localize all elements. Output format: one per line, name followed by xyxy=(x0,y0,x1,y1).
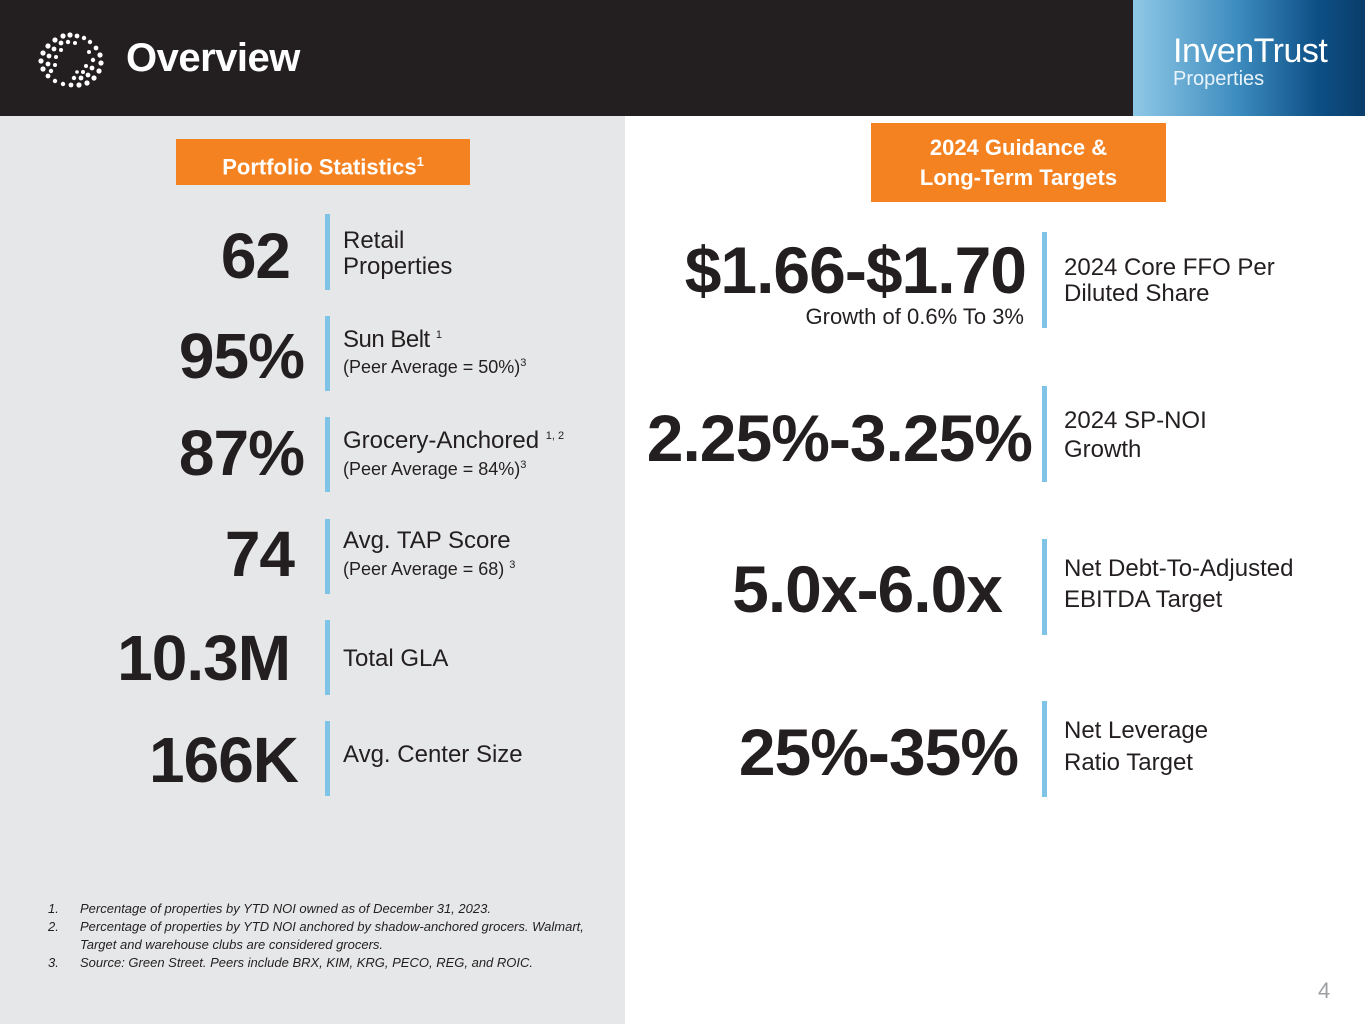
guidance-label: Net Debt-To-Adjusted xyxy=(1064,555,1294,582)
guidance-value: 25%-35% xyxy=(738,715,1019,789)
stat-label-line2: Properties xyxy=(343,253,453,280)
guidance-label: 2024 Core FFO Per xyxy=(1064,254,1275,281)
page-title: Overview xyxy=(126,36,300,80)
stat-value: 95% xyxy=(178,320,305,392)
stat-peer-sup: 3 xyxy=(509,559,516,571)
footnote: 3. Source: Green Street. Peers include BR… xyxy=(48,954,608,972)
guidance-sub: Growth of 0.6% To 3% xyxy=(805,304,1025,329)
guidance-divider xyxy=(1042,232,1047,328)
guidance-label-line2: Diluted Share xyxy=(1064,280,1210,307)
guidance-value: 5.0x-6.0x xyxy=(732,552,1003,626)
footnote: 2. Percentage of properties by YTD NOI an… xyxy=(48,918,608,954)
footnote-number: 1. xyxy=(48,901,59,916)
portfolio-heading: Portfolio Statistics1 xyxy=(176,139,470,185)
footnote-text: Percentage of properties by YTD NOI anch… xyxy=(80,919,584,952)
guidance-label: 2024 SP-NOI xyxy=(1064,407,1207,434)
portfolio-heading-text: Portfolio Statistics xyxy=(222,154,417,180)
footnotes: 1. Percentage of properties by YTD NOI ow… xyxy=(48,900,608,972)
stat-peer-text: (Peer Average = 50%) xyxy=(343,357,521,377)
stat-label: Avg. TAP Score xyxy=(343,527,511,554)
guidance-label-line2: Growth xyxy=(1064,436,1142,463)
stat-label: Avg. Center Size xyxy=(343,741,523,768)
stat-divider xyxy=(325,316,330,391)
guidance-label: Net Leverage xyxy=(1064,717,1209,744)
page-number: 4 xyxy=(1318,978,1331,1003)
stat-label: Sun Belt 1 xyxy=(343,326,442,353)
stat-label-text: Sun Belt xyxy=(343,326,430,353)
guidance-value: $1.66-$1.70 xyxy=(684,233,1027,307)
guidance-value: 2.25%-3.25% xyxy=(646,401,1033,475)
stat-peer: (Peer Average = 84%)3 xyxy=(343,459,526,480)
portfolio-heading-sup: 1 xyxy=(416,154,424,169)
guidance-heading: 2024 Guidance & Long-Term Targets xyxy=(871,123,1166,202)
stat-value: 10.3M xyxy=(117,622,291,694)
stat-peer-sup: 3 xyxy=(520,459,527,471)
footnote-text: Source: Green Street. Peers include BRX,… xyxy=(80,955,534,970)
stat-divider xyxy=(325,417,330,492)
brand-sub: Properties xyxy=(1173,68,1265,90)
stat-label-text: Grocery-Anchored xyxy=(343,427,540,454)
stat-peer-sup: 3 xyxy=(520,357,527,369)
stat-peer-text: (Peer Average = 68) xyxy=(343,559,505,579)
stat-peer: (Peer Average = 50%)3 xyxy=(343,357,526,378)
guidance-divider xyxy=(1042,539,1047,635)
globe-logo-icon xyxy=(38,32,104,88)
portfolio-panel xyxy=(0,116,625,1024)
stat-divider xyxy=(325,721,330,796)
guidance-divider xyxy=(1042,701,1047,797)
stat-label-sup: 1 xyxy=(435,329,442,341)
stat-peer-text: (Peer Average = 84%) xyxy=(343,459,521,479)
stat-peer: (Peer Average = 68) 3 xyxy=(343,559,515,580)
stat-label: Grocery-Anchored 1, 2 xyxy=(343,427,565,454)
stat-value: 74 xyxy=(224,518,295,590)
guidance-heading-line1: 2024 Guidance & xyxy=(929,135,1108,160)
footnote-text: Percentage of properties by YTD NOI owne… xyxy=(80,901,491,916)
stat-value: 87% xyxy=(178,417,305,489)
guidance-label-line2: Ratio Target xyxy=(1064,749,1193,776)
guidance-heading-line2: Long-Term Targets xyxy=(919,165,1118,190)
stat-label-sup: 1, 2 xyxy=(545,430,565,442)
footnote-number: 3. xyxy=(48,955,59,970)
stat-label: Retail xyxy=(343,227,405,254)
brand-name: InvenTrust xyxy=(1173,32,1328,70)
stat-divider xyxy=(325,214,330,290)
stat-label: Total GLA xyxy=(343,645,449,672)
footnote-number: 2. xyxy=(48,919,59,934)
header-bar: Overview InvenTrust Properties xyxy=(0,0,1365,116)
stat-divider xyxy=(325,620,330,695)
stat-value: 62 xyxy=(220,220,291,292)
stat-divider xyxy=(325,519,330,594)
guidance-divider xyxy=(1042,386,1047,482)
footnote: 1. Percentage of properties by YTD NOI ow… xyxy=(48,900,608,918)
brand-logo: InvenTrust Properties xyxy=(1133,0,1365,116)
guidance-label-line2: EBITDA Target xyxy=(1064,586,1223,613)
stat-value: 166K xyxy=(149,724,299,796)
